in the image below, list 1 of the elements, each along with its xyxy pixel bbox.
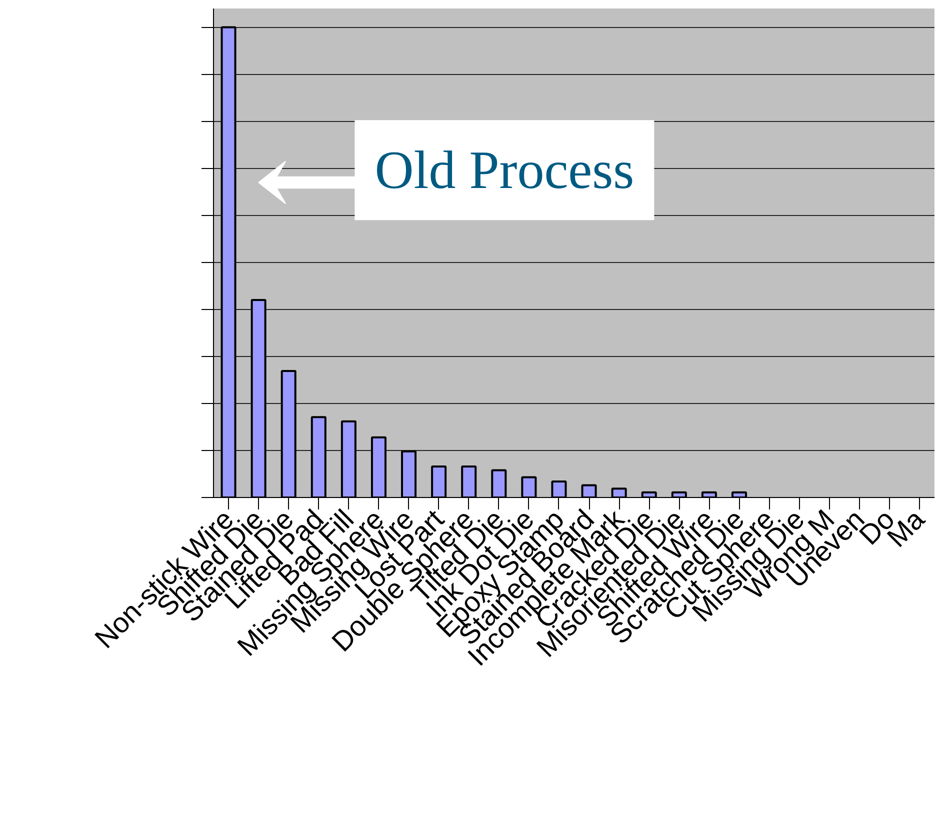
annotation: Old Process (374, 140, 634, 200)
